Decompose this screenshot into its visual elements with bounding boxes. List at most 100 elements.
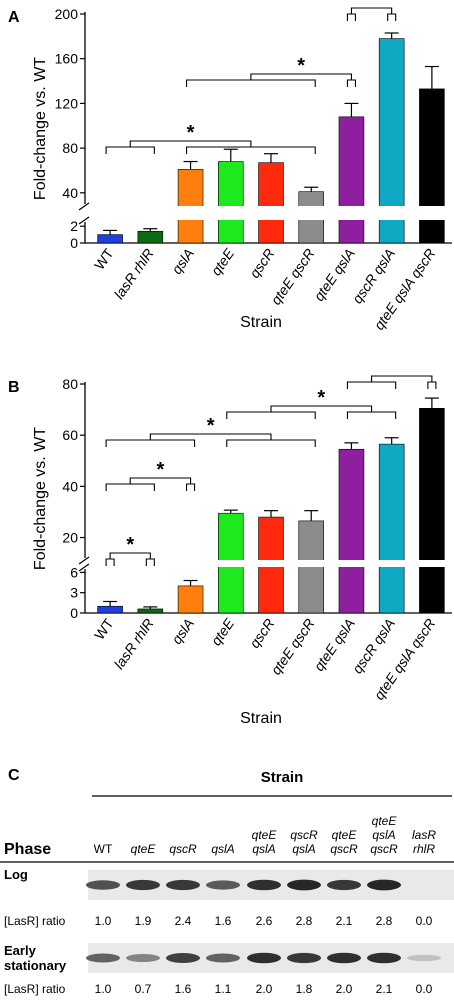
ratio-value: 2.8 (296, 914, 313, 928)
blot-band (86, 953, 120, 963)
bar (419, 408, 445, 614)
bracket-left (346, 13, 356, 21)
ratio-value: 1.0 (95, 914, 112, 928)
panel-label: B (8, 379, 20, 396)
blot-band (247, 879, 281, 891)
bar-break-gap (378, 206, 406, 220)
bar-break-gap (418, 560, 446, 567)
ratio-value: 0.0 (416, 982, 433, 996)
x-tick-label: WT (91, 615, 117, 642)
ratio-value: 2.1 (336, 914, 353, 928)
ratio-value: 0.7 (135, 982, 152, 996)
y-tick-label: 6 (70, 564, 78, 580)
x-tick-label: lasR rhlR (111, 616, 157, 672)
column-header: qslA (292, 842, 315, 856)
axis-break-mark (78, 563, 90, 572)
ratio-value: 1.6 (175, 982, 192, 996)
x-tick-label: qteE (208, 245, 238, 278)
blot-band (327, 952, 361, 964)
strain-title: Strain (261, 769, 304, 786)
bar (97, 234, 123, 244)
ratio-label: [LasR] ratio (4, 982, 66, 996)
bracket-right (226, 439, 316, 447)
bracket-bridge (109, 552, 151, 559)
significance-bracket: * (105, 459, 196, 491)
significance-star: * (207, 415, 215, 437)
y-tick-label: 40 (62, 185, 78, 201)
y-tick-label: 80 (62, 376, 78, 392)
bar (137, 608, 164, 614)
column-header: qscR (330, 842, 358, 856)
bar-break-gap (257, 560, 285, 567)
column-header: qteE (131, 842, 157, 856)
bar (338, 116, 365, 244)
bar (378, 443, 405, 614)
axis-break-mark (78, 216, 90, 225)
bar (218, 161, 244, 244)
blot-band (407, 954, 441, 962)
blot-band (166, 879, 200, 891)
x-tick-label: WT (91, 245, 117, 272)
significance-bracket: * (346, 0, 397, 21)
significance-bracket: * (226, 387, 397, 419)
significance-bracket: * (346, 370, 437, 389)
bracket-right (346, 79, 356, 87)
y-tick-label: 2 (70, 218, 78, 234)
bracket-right (186, 483, 196, 491)
ratio-value: 2.8 (376, 914, 393, 928)
axis-break-mark (78, 556, 90, 565)
bar (97, 605, 123, 614)
bar-break-gap (257, 206, 285, 220)
bar (177, 585, 204, 614)
phase-header: Phase (4, 841, 51, 858)
significance-star: * (317, 387, 325, 409)
significance-star: * (187, 122, 195, 144)
ratio-value: 1.8 (296, 982, 313, 996)
column-header: qslA (211, 842, 234, 856)
bar (338, 448, 365, 614)
bar-break-gap (217, 560, 245, 567)
bracket-left (105, 439, 196, 447)
x-tick-label: qscR (246, 616, 277, 651)
ratio-value: 1.9 (135, 914, 152, 928)
bar-break-gap (337, 560, 365, 567)
bracket-right (346, 411, 397, 419)
ratio-value: 1.6 (215, 914, 232, 928)
blot-band (86, 880, 120, 890)
significance-star: * (156, 459, 164, 481)
bracket-left (186, 79, 316, 87)
x-axis-label: Strain (240, 710, 282, 727)
column-header: qscR (370, 842, 398, 856)
ratio-value: 2.0 (336, 982, 353, 996)
column-header: qteE (332, 828, 358, 842)
significance-bracket: * (105, 415, 316, 447)
bar-break-gap (177, 206, 205, 220)
axis-break-mark (78, 202, 90, 211)
column-header: qscR (169, 842, 197, 856)
blot-band (126, 879, 160, 891)
bracket-bridge (350, 7, 393, 14)
bar-break-gap (337, 206, 365, 220)
bracket-bridge (149, 433, 272, 440)
blot-band (206, 880, 240, 890)
x-axis-label: Strain (240, 314, 282, 331)
y-tick-label: 40 (62, 478, 78, 494)
y-tick-label: 0 (70, 605, 78, 621)
blot-band (126, 954, 160, 962)
x-tick-label: lasR rhlR (111, 246, 157, 302)
column-header: qteE (252, 828, 278, 842)
column-header: rhlR (413, 842, 435, 856)
bar-break-gap (297, 560, 325, 567)
bracket-bridge (129, 140, 252, 147)
blot-band (206, 953, 240, 963)
blot-band (367, 879, 401, 891)
bracket-left (226, 411, 316, 419)
blot-band (166, 953, 200, 963)
bar-break-gap (217, 206, 245, 220)
significance-bracket: * (186, 55, 356, 87)
bar-break-gap (297, 206, 325, 220)
panel-label: A (8, 9, 20, 26)
ratio-value: 0.0 (416, 914, 433, 928)
